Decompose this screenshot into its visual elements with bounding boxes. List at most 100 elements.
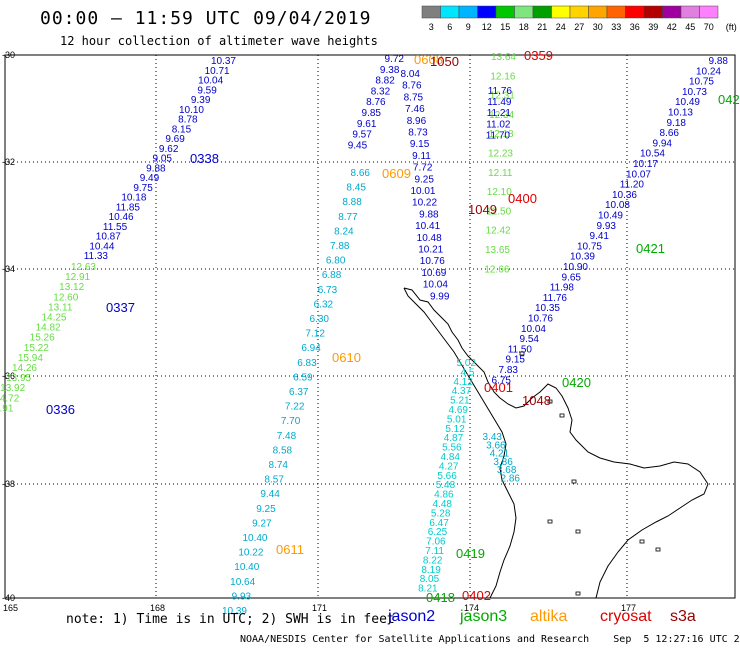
legend-tick-label: 36 [630, 22, 640, 32]
wave-height-value: 14.72 [0, 393, 20, 404]
lat-label: -32 [2, 157, 15, 167]
wave-height-value: 7.12 [305, 329, 325, 340]
island [571, 479, 577, 484]
wave-height-value: 10.17 [633, 159, 658, 170]
legend-tick-label: 42 [667, 22, 677, 32]
wave-height-value: 12.66 [484, 264, 509, 275]
wave-height-value: 9.88 [419, 209, 439, 220]
wave-height-value: 9.85 [362, 108, 382, 119]
legend-tick-label: 45 [685, 22, 695, 32]
color-legend: 3 6 9 12 15 18 21 24 27 30 33 36 39 42 45 70 (ft) [421, 5, 737, 32]
wave-height-value: 3.43 [483, 432, 503, 443]
wave-height-value: 10.22 [412, 198, 437, 209]
wave-height-value: 6.75 [492, 375, 512, 386]
wave-height-value: 9.61 [357, 119, 377, 130]
wave-height-value: 15.94 [18, 353, 43, 364]
wave-height-value: 10.22 [238, 548, 263, 559]
wave-height-value: 12.10 [487, 187, 512, 198]
wave-height-value: 12.16 [490, 71, 515, 82]
wave-height-value: 10.36 [612, 190, 637, 201]
legend-tick-label: 70 [704, 22, 714, 32]
wave-height-value: 9.25 [256, 504, 276, 515]
wave-height-value: 6.37 [289, 387, 309, 398]
wave-height-value: 6.59 [293, 372, 313, 383]
wave-height-value: 10.04 [198, 76, 223, 87]
lon-label: 177 [621, 603, 636, 613]
satellite-label-cryosat: cryosat [600, 608, 652, 625]
wave-height-value: 6.88 [322, 270, 342, 281]
wave-height-value: 9.45 [348, 140, 368, 151]
pass-time-label: 0338 [190, 151, 219, 166]
wave-height-value: 10.24 [696, 66, 721, 77]
lon-label: 168 [150, 603, 165, 613]
wave-height-value: 8.58 [273, 445, 293, 456]
wave-height-value: 7.06 [426, 537, 446, 548]
wave-height-value: 9.27 [252, 518, 272, 529]
wave-height-value: 11.02 [486, 119, 511, 130]
wave-height-value: 10.04 [521, 324, 546, 335]
wave-height-value: 10.41 [415, 221, 440, 232]
legend-swatch [699, 5, 719, 19]
wave-height-value: 6.94 [301, 343, 321, 354]
wave-height-value: 8.96 [407, 116, 427, 127]
wave-height-value: 12.50 [486, 206, 511, 217]
wave-height-value: 10.54 [640, 149, 665, 160]
wave-height-value: 11.76 [543, 293, 568, 304]
wave-height-value: 11.85 [116, 202, 141, 213]
wave-height-value: 10.90 [563, 262, 588, 273]
wave-height-value: 5.21 [450, 396, 470, 407]
wave-height-value: 8.57 [264, 475, 284, 486]
map-frame [4, 54, 736, 599]
wave-height-value: 9.99 [430, 291, 450, 302]
island [575, 529, 581, 534]
wave-height-value: 8.05 [420, 574, 440, 585]
lon-label: 165 [3, 603, 18, 613]
wave-height-value: 11.76 [488, 86, 513, 97]
wave-height-value: 9.49 [140, 173, 160, 184]
wave-height-value: 5.02 [457, 358, 477, 369]
wave-height-value: 6.80 [326, 256, 346, 267]
wave-height-value: 12.31 [490, 91, 515, 102]
wave-height-value: 9.54 [520, 334, 540, 345]
wave-height-value: 9.57 [352, 130, 372, 141]
wave-height-value: 13.65 [485, 245, 510, 256]
wave-height-value: 6.30 [310, 314, 330, 325]
wave-height-value: 8.66 [660, 128, 680, 139]
pass-time-label: 042 [718, 92, 740, 107]
wave-height-value: 9.88 [146, 163, 166, 174]
wave-height-value: 14.82 [36, 323, 61, 334]
wave-height-value: 11.21 [487, 108, 512, 119]
wave-height-value: 10.71 [205, 66, 230, 77]
wave-height-value: 12.23 [488, 149, 513, 160]
wave-height-value: 10.87 [96, 232, 121, 243]
wave-height-value: 11.33 [84, 251, 109, 262]
wave-height-value: 3.86 [493, 457, 513, 468]
island [547, 399, 553, 404]
legend-tick-label: 15 [500, 22, 510, 32]
island [547, 519, 553, 524]
wave-height-value: 6.83 [297, 358, 317, 369]
wave-height-value: 4.27 [439, 461, 459, 472]
footnote: note: 1) Time is in UTC; 2) SWH is in fe… [66, 612, 395, 627]
wave-height-value: 9.39 [191, 95, 211, 106]
wave-height-value: 10.69 [421, 268, 446, 279]
wave-height-value: 4.37 [452, 386, 472, 397]
wave-height-value: 8.73 [408, 128, 428, 139]
wave-height-value: 12.34 [489, 110, 514, 121]
wave-height-value: 8.21 [418, 584, 438, 595]
wave-height-value: 13.64 [491, 52, 516, 63]
wave-height-value: 10.04 [423, 280, 448, 291]
wave-height-value: 9.69 [165, 134, 185, 145]
wave-height-value: 9.65 [562, 272, 582, 283]
wave-height-value: 6.47 [429, 518, 449, 529]
pass-time-label: 1048 [522, 393, 551, 408]
legend-tick-label: 9 [466, 22, 471, 32]
wave-height-value: 11.55 [103, 222, 128, 233]
legend-tick-label: 30 [593, 22, 603, 32]
legend-tick-label: 33 [611, 22, 621, 32]
lat-label: -40 [2, 593, 15, 603]
lat-label: -36 [2, 371, 15, 381]
wave-height-value: 15.26 [30, 333, 55, 344]
wave-height-value: 5.01 [447, 414, 467, 425]
wave-height-value: 4.86 [434, 490, 454, 501]
